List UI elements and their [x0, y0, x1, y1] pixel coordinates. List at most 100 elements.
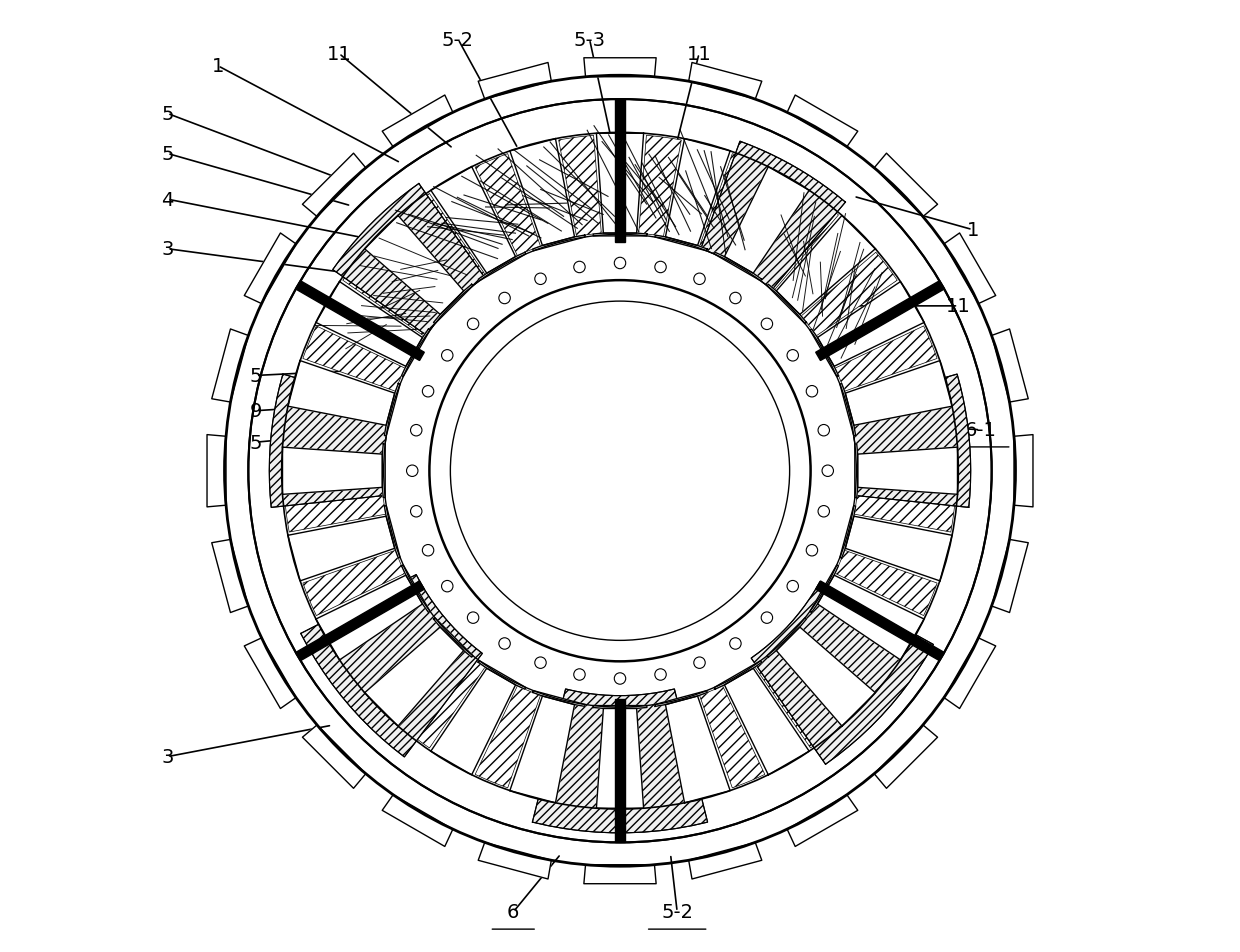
Polygon shape: [655, 691, 707, 706]
Polygon shape: [288, 517, 394, 582]
Polygon shape: [533, 691, 585, 706]
Polygon shape: [212, 540, 248, 613]
Polygon shape: [615, 700, 625, 843]
Polygon shape: [303, 725, 366, 788]
Polygon shape: [430, 168, 516, 274]
Polygon shape: [532, 689, 708, 833]
Polygon shape: [285, 490, 386, 532]
Polygon shape: [615, 100, 625, 243]
Polygon shape: [559, 136, 601, 237]
Polygon shape: [847, 375, 971, 507]
Polygon shape: [801, 253, 898, 336]
Polygon shape: [874, 725, 937, 788]
Polygon shape: [854, 445, 858, 498]
Polygon shape: [303, 550, 405, 616]
Polygon shape: [430, 668, 516, 775]
Polygon shape: [817, 576, 924, 661]
Text: 3: 3: [161, 747, 174, 766]
Polygon shape: [724, 668, 810, 775]
Polygon shape: [479, 253, 526, 282]
Polygon shape: [714, 253, 761, 282]
Polygon shape: [296, 582, 424, 661]
Polygon shape: [944, 638, 996, 709]
Text: 5: 5: [249, 433, 262, 452]
Polygon shape: [724, 168, 810, 274]
Polygon shape: [596, 708, 644, 808]
Text: 4: 4: [161, 190, 174, 209]
Polygon shape: [301, 575, 482, 757]
Polygon shape: [854, 490, 955, 532]
Polygon shape: [244, 233, 296, 305]
Polygon shape: [479, 64, 552, 100]
Polygon shape: [787, 795, 858, 846]
Polygon shape: [751, 582, 934, 764]
Text: 6: 6: [507, 902, 520, 922]
Polygon shape: [332, 185, 485, 336]
Polygon shape: [846, 517, 952, 582]
Polygon shape: [768, 618, 806, 658]
Polygon shape: [801, 606, 898, 689]
Polygon shape: [402, 565, 430, 613]
Polygon shape: [244, 638, 296, 709]
Text: 1: 1: [212, 57, 224, 76]
Text: 6-1: 6-1: [965, 421, 996, 440]
Polygon shape: [296, 282, 424, 361]
Polygon shape: [285, 410, 386, 452]
Polygon shape: [666, 696, 730, 803]
Polygon shape: [479, 843, 552, 879]
Polygon shape: [776, 627, 875, 726]
Polygon shape: [584, 59, 656, 78]
Polygon shape: [1014, 435, 1033, 507]
Polygon shape: [316, 282, 423, 367]
Polygon shape: [776, 216, 875, 315]
Polygon shape: [944, 233, 996, 305]
Polygon shape: [816, 582, 944, 661]
Polygon shape: [639, 136, 681, 237]
Polygon shape: [365, 627, 464, 726]
Text: 1: 1: [966, 221, 978, 240]
Polygon shape: [787, 96, 858, 148]
Polygon shape: [382, 795, 453, 846]
Polygon shape: [510, 140, 574, 247]
Polygon shape: [269, 375, 393, 507]
Polygon shape: [755, 652, 838, 748]
Polygon shape: [316, 576, 423, 661]
Polygon shape: [303, 154, 366, 217]
Polygon shape: [475, 154, 541, 256]
Polygon shape: [382, 96, 453, 148]
Polygon shape: [655, 236, 707, 251]
Text: 3: 3: [161, 240, 174, 259]
Polygon shape: [207, 435, 226, 507]
Polygon shape: [384, 384, 401, 436]
Text: 11: 11: [946, 297, 971, 316]
Polygon shape: [854, 410, 955, 452]
Polygon shape: [384, 506, 401, 559]
Polygon shape: [584, 864, 656, 883]
Polygon shape: [596, 134, 644, 234]
Polygon shape: [283, 447, 382, 495]
Polygon shape: [817, 282, 924, 367]
Polygon shape: [559, 705, 601, 806]
Polygon shape: [510, 696, 574, 803]
Polygon shape: [755, 194, 838, 290]
Polygon shape: [212, 329, 248, 403]
Polygon shape: [382, 445, 386, 498]
Polygon shape: [434, 285, 472, 325]
Text: 5-2: 5-2: [441, 30, 474, 50]
Text: 5-2: 5-2: [661, 902, 693, 922]
Polygon shape: [303, 327, 405, 392]
Text: 5: 5: [161, 145, 174, 164]
Polygon shape: [593, 234, 647, 237]
Polygon shape: [992, 329, 1028, 403]
Polygon shape: [874, 154, 937, 217]
Polygon shape: [714, 661, 761, 689]
Text: 5-3: 5-3: [574, 30, 605, 50]
Text: 5: 5: [161, 105, 174, 124]
Polygon shape: [835, 550, 937, 616]
Polygon shape: [475, 686, 541, 788]
Polygon shape: [810, 329, 838, 377]
Text: 11: 11: [326, 45, 351, 64]
Polygon shape: [992, 540, 1028, 613]
Polygon shape: [639, 705, 681, 806]
Polygon shape: [593, 705, 647, 708]
